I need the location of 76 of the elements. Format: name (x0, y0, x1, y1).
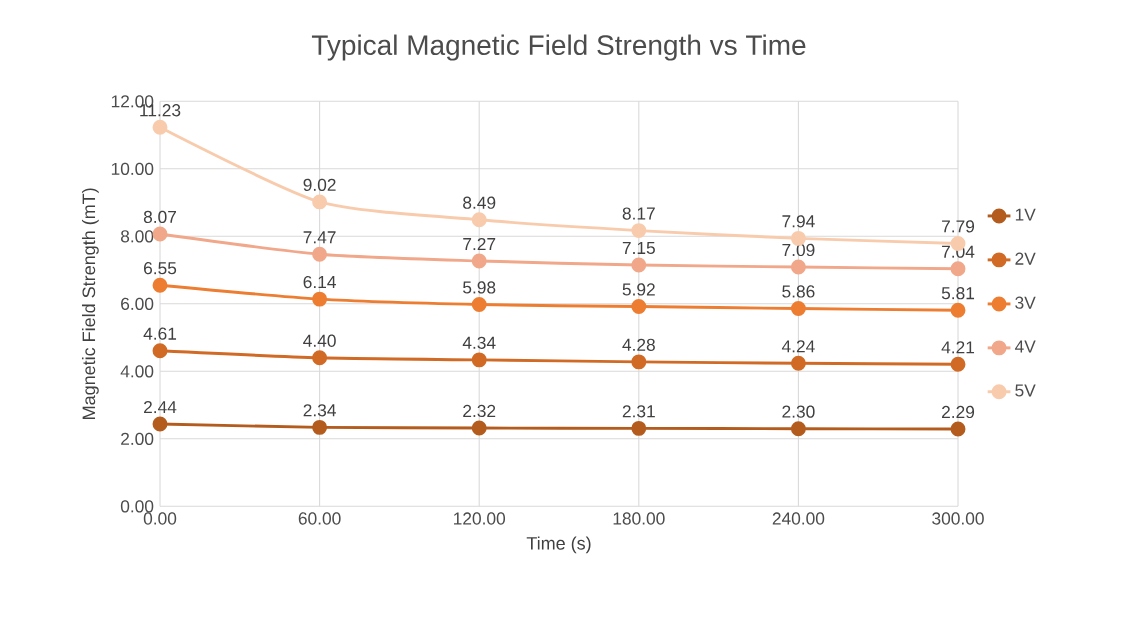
data-label: 4.34 (462, 336, 496, 349)
point (471, 253, 487, 269)
data-label: 2.32 (463, 404, 496, 418)
data-label: 4.24 (781, 340, 815, 353)
data-label: 9.02 (303, 178, 336, 191)
point (631, 257, 647, 273)
data-label: 6.14 (303, 275, 336, 289)
point (790, 355, 806, 371)
point (631, 354, 647, 370)
point (790, 259, 806, 275)
data-label: 7.79 (942, 220, 975, 233)
x-tick-label: 240.00 (772, 512, 825, 525)
data-label: 5.92 (622, 283, 655, 296)
point (152, 416, 168, 432)
y-tick-label: 0.00 (120, 500, 154, 513)
y-tick-label: 10.00 (111, 162, 154, 175)
point (471, 297, 487, 312)
x-tick-label: 300.00 (932, 512, 984, 525)
x-tick-label: 180.00 (613, 512, 665, 525)
data-label: 4.40 (303, 334, 336, 347)
point (950, 421, 966, 437)
point (471, 420, 487, 436)
point (950, 302, 966, 318)
data-label: 2.29 (942, 405, 975, 419)
point (950, 261, 966, 277)
data-label: 7.15 (622, 242, 655, 255)
y-tick-label: 6.00 (121, 297, 154, 310)
data-label: 2.30 (782, 405, 815, 418)
point (312, 419, 328, 435)
point (152, 226, 168, 242)
x-tick-label: 0.00 (143, 512, 177, 525)
legend-label: 4V (1014, 340, 1036, 353)
point (312, 350, 328, 366)
y-tick-label: 4.00 (120, 365, 154, 378)
point (152, 277, 168, 293)
data-label: 2.44 (144, 400, 177, 414)
point (312, 194, 328, 210)
data-label: 8.17 (622, 207, 655, 220)
legend-label: 1V (1015, 208, 1036, 221)
chart-title: Typical Magnetic Field Strength vs Time (311, 34, 806, 61)
data-label: 7.47 (303, 231, 336, 244)
point (790, 301, 806, 317)
data-label: 4.21 (941, 341, 975, 354)
data-label: 2.34 (303, 404, 336, 417)
point (312, 246, 328, 262)
data-label: 5.98 (463, 281, 496, 294)
y-tick-label: 8.00 (120, 230, 154, 243)
data-label: 2.31 (622, 405, 655, 418)
point (152, 119, 168, 135)
data-label: 5.81 (941, 287, 975, 300)
point (631, 420, 647, 436)
data-label: 4.28 (622, 338, 655, 351)
point (152, 343, 168, 359)
point (790, 421, 806, 437)
point (471, 212, 487, 228)
legend-label: 5V (1015, 384, 1036, 397)
data-label: 7.94 (782, 215, 815, 228)
data-label: 6.55 (144, 262, 177, 275)
x-tick-label: 60.00 (298, 512, 341, 525)
x-tick-label: 120.00 (454, 512, 506, 525)
point (312, 291, 328, 307)
data-label: 7.09 (782, 243, 815, 257)
data-label: 4.61 (143, 327, 177, 340)
y-tick-label: 2.00 (121, 432, 154, 445)
legend-label: 3V (1015, 296, 1036, 309)
data-label: 8.49 (463, 196, 496, 209)
data-label: 7.27 (463, 237, 496, 251)
data-label: 8.07 (143, 210, 176, 224)
y-axis-title: Magnetic Field Strength (mT) (81, 188, 99, 419)
data-label: 5.86 (782, 285, 815, 298)
legend-label: 2V (1015, 252, 1036, 265)
x-axis-title: Time (s) (526, 536, 591, 554)
point (631, 223, 647, 239)
point (631, 299, 647, 314)
point (950, 356, 966, 372)
point (471, 352, 487, 368)
